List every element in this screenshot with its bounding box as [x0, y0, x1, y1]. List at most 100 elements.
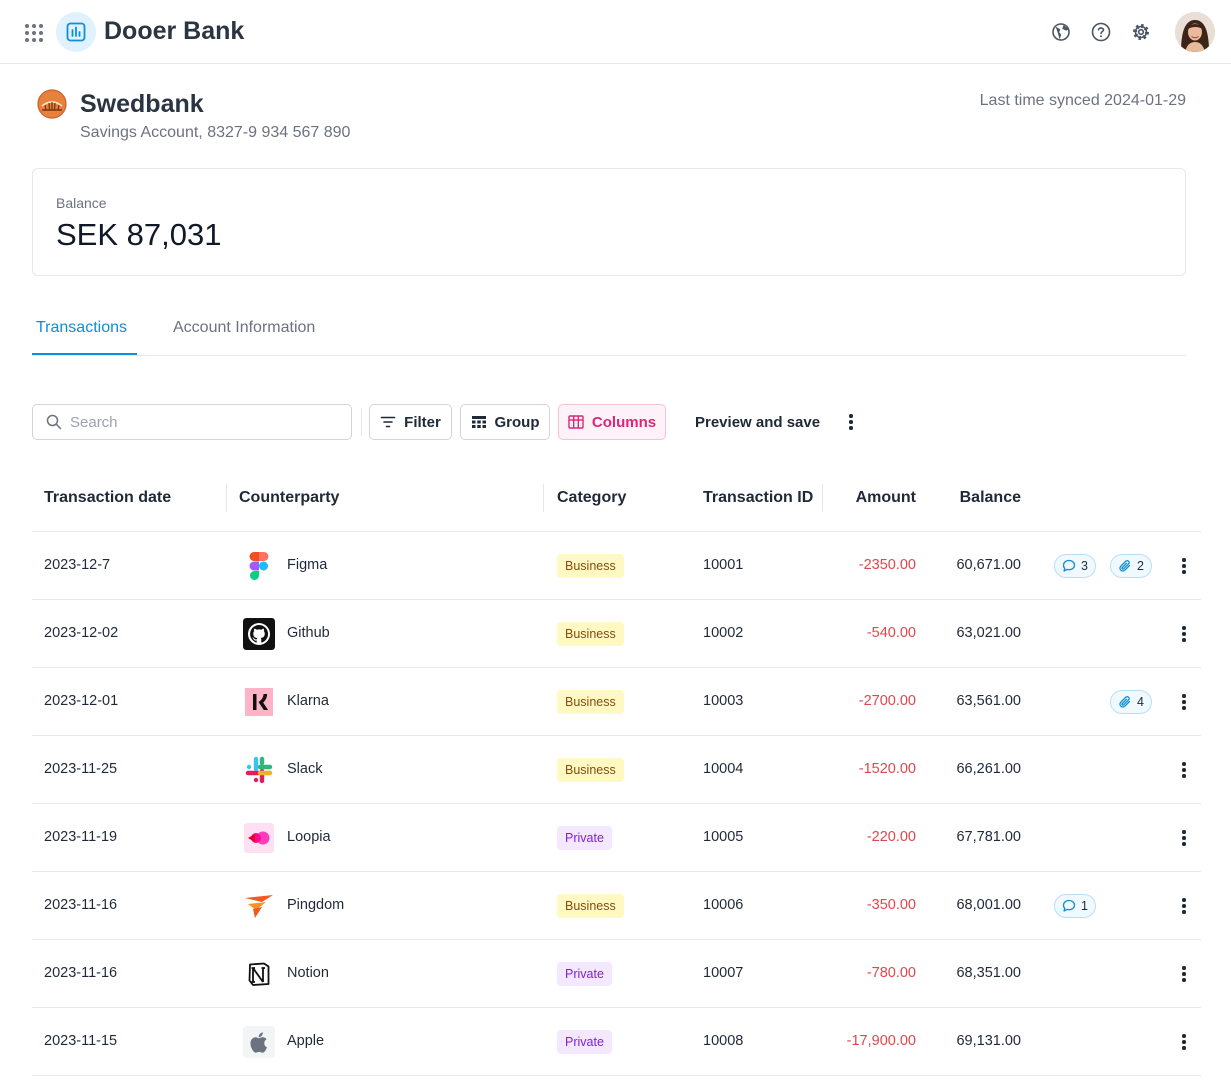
columns-icon — [568, 415, 584, 429]
attachments-pill[interactable]: 4 — [1110, 690, 1152, 714]
help-icon[interactable] — [1089, 20, 1113, 44]
table-header: Transaction date Counterparty Category T… — [32, 464, 1201, 532]
attachments-pill[interactable]: 2 — [1110, 554, 1152, 578]
user-avatar[interactable] — [1175, 12, 1215, 52]
column-header-transaction-id[interactable]: Transaction ID — [703, 489, 814, 506]
category-badge: Private — [557, 1030, 612, 1054]
search-box[interactable] — [32, 404, 352, 440]
group-button[interactable]: Group — [460, 404, 550, 440]
table-row[interactable]: 2023-11-16 Notion Private 10007 -780.00 68,35… — [32, 940, 1201, 1008]
github-logo — [243, 618, 275, 650]
toolbar-divider — [361, 408, 362, 436]
counterparty-name: Github — [287, 625, 330, 641]
table-row[interactable]: 2023-11-25 Slack Business 10004 -1520.00 66,2… — [32, 736, 1201, 804]
counterparty-name: Klarna — [287, 693, 329, 709]
transaction-id: 10003 — [703, 693, 744, 709]
filter-button[interactable]: Filter — [369, 404, 452, 440]
slack-logo — [243, 754, 275, 786]
running-balance: 63,021.00 — [956, 625, 1021, 641]
row-more-options-icon[interactable] — [1174, 690, 1194, 714]
comments-count: 3 — [1081, 559, 1088, 573]
transaction-date: 2023-12-02 — [44, 625, 119, 641]
transaction-amount: -350.00 — [866, 897, 916, 913]
apple-logo — [243, 1026, 275, 1058]
comment-icon — [1062, 559, 1076, 572]
transaction-amount: -2350.00 — [858, 557, 916, 573]
balance-card: Balance SEK 87,031 — [32, 168, 1186, 276]
paperclip-icon — [1119, 560, 1131, 572]
column-separator — [543, 484, 544, 512]
transaction-amount: -17,900.00 — [846, 1033, 916, 1049]
comments-pill[interactable]: 3 — [1054, 554, 1096, 578]
table-row[interactable]: 2023-11-19 Loopia Private 10005 -220.00 67,78… — [32, 804, 1201, 872]
running-balance: 60,671.00 — [956, 557, 1021, 573]
table-row[interactable]: 2023-12-02 Github Business 10002 -540.00 63,0… — [32, 600, 1201, 668]
running-balance: 67,781.00 — [956, 829, 1021, 845]
counterparty-name: Notion — [287, 965, 329, 981]
counterparty-name: Apple — [287, 1033, 325, 1049]
search-icon — [46, 414, 62, 430]
counterparty-name: Loopia — [287, 829, 331, 845]
column-header-amount[interactable]: Amount — [855, 489, 916, 506]
category-badge: Business — [557, 894, 624, 918]
transaction-amount: -2700.00 — [858, 693, 916, 709]
group-label: Group — [494, 413, 540, 431]
running-balance: 68,001.00 — [956, 897, 1021, 913]
transaction-amount: -220.00 — [866, 829, 916, 845]
transaction-date: 2023-11-19 — [44, 829, 118, 845]
row-more-options-icon[interactable] — [1174, 622, 1194, 646]
row-more-options-icon[interactable] — [1174, 962, 1194, 986]
globe-icon[interactable] — [1049, 20, 1073, 44]
transaction-amount: -1520.00 — [858, 761, 916, 777]
column-header-category[interactable]: Category — [557, 489, 627, 506]
comments-pill[interactable]: 1 — [1054, 894, 1096, 918]
balance-label: Balance — [56, 195, 107, 211]
row-more-options-icon[interactable] — [1174, 554, 1194, 578]
group-icon — [471, 416, 486, 428]
gear-icon[interactable] — [1129, 20, 1153, 44]
app-title: Dooer Bank — [104, 17, 245, 45]
table-row[interactable]: 2023-12-7 Figma Business 10001 -2350.00 60,67… — [32, 532, 1201, 600]
transaction-id: 10001 — [703, 557, 744, 573]
attachments-count: 4 — [1137, 695, 1144, 709]
klarna-logo — [243, 686, 275, 718]
comment-icon — [1062, 899, 1076, 912]
category-badge: Private — [557, 826, 612, 850]
account-subtitle: Savings Account, 8327-9 934 567 890 — [80, 124, 351, 141]
bank-name: Swedbank — [80, 90, 204, 118]
row-more-options-icon[interactable] — [1174, 826, 1194, 850]
apps-grid-icon[interactable] — [25, 24, 43, 42]
more-options-icon[interactable] — [840, 410, 862, 434]
table-row[interactable]: 2023-11-16 Pingdom Business 10006 -350.00 68,… — [32, 872, 1201, 940]
transaction-date: 2023-11-15 — [44, 1033, 118, 1049]
tab-transactions[interactable]: Transactions — [36, 319, 127, 336]
column-header-date[interactable]: Transaction date — [44, 489, 172, 506]
running-balance: 69,131.00 — [956, 1033, 1021, 1049]
columns-button[interactable]: Columns — [558, 404, 666, 440]
row-more-options-icon[interactable] — [1174, 1030, 1194, 1054]
tab-account-information[interactable]: Account Information — [173, 319, 316, 336]
preview-and-save-button[interactable]: Preview and save — [695, 413, 821, 431]
category-badge: Business — [557, 622, 624, 646]
search-input[interactable] — [70, 413, 330, 431]
transaction-id: 10008 — [703, 1033, 744, 1049]
transaction-id: 10006 — [703, 897, 744, 913]
column-header-counterparty[interactable]: Counterparty — [239, 489, 340, 506]
table-row[interactable]: 2023-12-01 Klarna Business 10003 -2700.00 63,… — [32, 668, 1201, 736]
table-row[interactable]: 2023-11-15 Apple Private 10008 -17,900.00 69,… — [32, 1008, 1201, 1076]
row-more-options-icon[interactable] — [1174, 894, 1194, 918]
transaction-id: 10005 — [703, 829, 744, 845]
column-separator — [822, 484, 823, 512]
app-logo-icon — [56, 12, 96, 52]
running-balance: 63,561.00 — [956, 693, 1021, 709]
tab-bar: Transactions Account Information — [32, 300, 1186, 356]
transaction-date: 2023-11-25 — [44, 761, 118, 777]
active-tab-indicator — [32, 353, 137, 355]
columns-label: Columns — [591, 413, 657, 431]
running-balance: 66,261.00 — [956, 761, 1021, 777]
counterparty-name: Figma — [287, 557, 328, 573]
column-header-balance[interactable]: Balance — [959, 489, 1021, 506]
filter-icon — [380, 416, 396, 428]
category-badge: Private — [557, 962, 612, 986]
row-more-options-icon[interactable] — [1174, 758, 1194, 782]
